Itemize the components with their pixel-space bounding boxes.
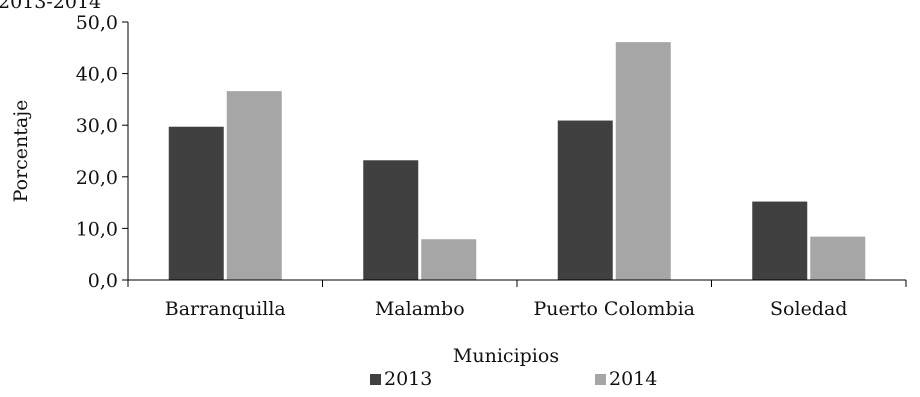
- bar-2014-malambo: [420, 238, 478, 281]
- y-tick-label: 0,0: [88, 270, 118, 292]
- bar-2014-soledad: [809, 235, 867, 281]
- top-text-fragment: 2013-2014: [0, 0, 101, 13]
- bars: [167, 41, 867, 281]
- y-axis-title: Porcentaje: [10, 100, 32, 203]
- bar-2013-puerto-colombia: [556, 119, 614, 281]
- legend-label: 2013: [384, 368, 432, 390]
- y-axis-ticks: 0,0 10,0 20,0 30,0 40,0 50,0: [76, 12, 128, 292]
- category-label: Barranquilla: [165, 298, 286, 320]
- bar-2014-puerto-colombia: [614, 41, 672, 281]
- category-label: Puerto Colombia: [533, 298, 695, 320]
- y-tick-label: 50,0: [76, 12, 118, 34]
- x-axis-title: Municipios: [453, 345, 559, 367]
- legend-swatch-2013: [370, 374, 381, 385]
- category-label: Malambo: [375, 298, 465, 320]
- y-tick-label: 30,0: [76, 115, 118, 137]
- category-label: Soledad: [770, 298, 847, 320]
- category-labels: Barranquilla Malambo Puerto Colombia Soleda…: [165, 298, 848, 320]
- y-tick-label: 20,0: [76, 167, 118, 189]
- y-tick-label: 10,0: [76, 218, 118, 240]
- x-axis-ticks: [127, 280, 907, 287]
- legend: 2013 2014: [370, 368, 657, 390]
- bar-2013-malambo: [362, 159, 420, 281]
- bar-2013-barranquilla: [167, 125, 225, 281]
- y-tick-label: 40,0: [76, 64, 118, 86]
- legend-label: 2014: [609, 368, 657, 390]
- bar-2013-soledad: [751, 200, 809, 281]
- bar-2014-barranquilla: [225, 90, 283, 281]
- legend-swatch-2014: [595, 374, 606, 385]
